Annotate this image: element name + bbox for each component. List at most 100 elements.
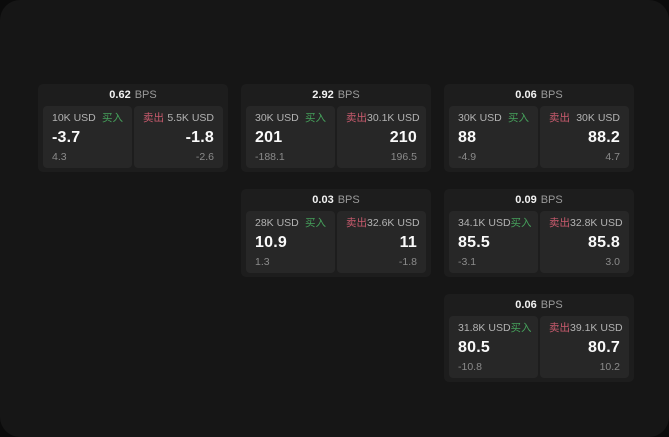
sell-amount: 30.1K USD [367,112,420,124]
buy-amount: 30K USD [458,112,502,124]
buy-side-label: 买入 [305,112,326,124]
buy-price: 80.5 [458,338,490,356]
sell-amount: 32.6K USD [367,217,420,229]
panels-row: 30K USD 买入 88 -4.9 卖出 30K USD 88.2 4.7 [444,106,634,172]
card-header: 0.62 BPS [38,84,228,106]
sell-amount: 30K USD [576,112,620,124]
card-header: 2.92 BPS [241,84,431,106]
sell-price: -1.8 [185,128,214,146]
panel-top-row: 卖出 30K USD [549,113,620,124]
sell-panel[interactable]: 卖出 5.5K USD -1.8 -2.6 [134,106,223,168]
bps-unit-label: BPS [540,298,563,311]
quote-card-grid: 0.62 BPS 10K USD 买入 -3.7 4.3 卖出 5.5K USD [38,84,634,382]
sell-panel[interactable]: 卖出 32.6K USD 11 -1.8 [337,211,426,273]
buy-price: -3.7 [52,128,81,146]
buy-side-label: 买入 [305,217,326,229]
bps-unit-label: BPS [337,88,360,101]
bps-value: 2.92 [312,88,334,101]
buy-side-label: 买入 [102,112,123,124]
quote-card: 0.09 BPS 34.1K USD 买入 85.5 -3.1 卖出 32.8K… [444,189,634,277]
sell-side-label: 卖出 [346,217,367,229]
panel-top-row: 卖出 39.1K USD [549,322,623,334]
quote-card: 0.62 BPS 10K USD 买入 -3.7 4.3 卖出 5.5K USD [38,84,228,172]
card-header: 0.06 BPS [444,84,634,106]
buy-delta: -4.9 [458,150,477,163]
panel-top-row: 卖出 32.8K USD [549,217,623,229]
buy-delta: 1.3 [255,255,270,268]
panel-top-row: 34.1K USD 买入 [458,217,532,229]
sell-panel[interactable]: 卖出 32.8K USD 85.8 3.0 [540,211,629,273]
sell-price: 88.2 [588,128,620,146]
sell-delta: 3.0 [605,255,620,268]
panel-top-row: 30K USD 买入 [255,113,326,124]
sell-delta: -1.8 [398,255,417,268]
sell-delta: 4.7 [605,150,620,163]
quote-card: 0.06 BPS 30K USD 买入 88 -4.9 卖出 30K USD [444,84,634,172]
sell-side-label: 卖出 [549,112,570,124]
buy-amount: 10K USD [52,112,96,124]
sell-price: 85.8 [588,233,620,251]
bps-unit-label: BPS [540,88,563,101]
panel-top-row: 31.8K USD 买入 [458,322,532,334]
sell-price: 210 [389,128,417,146]
bps-value: 0.09 [515,193,537,206]
panels-row: 34.1K USD 买入 85.5 -3.1 卖出 32.8K USD 85.8… [444,211,634,277]
panel-top-row: 卖出 32.6K USD [346,217,420,229]
panel-top-row: 卖出 5.5K USD [143,113,214,124]
sell-price: 80.7 [588,338,620,356]
sell-side-label: 卖出 [143,112,164,124]
buy-price: 85.5 [458,233,490,251]
buy-delta: -188.1 [255,150,285,163]
sell-price: 11 [399,233,417,251]
panel-top-row: 卖出 30.1K USD [346,112,420,124]
bps-unit-label: BPS [540,193,563,206]
bps-unit-label: BPS [337,193,360,206]
buy-panel[interactable]: 31.8K USD 买入 80.5 -10.8 [449,316,538,378]
bps-value: 0.62 [109,88,131,101]
buy-panel[interactable]: 28K USD 买入 10.9 1.3 [246,211,335,273]
buy-panel[interactable]: 30K USD 买入 201 -188.1 [246,106,335,168]
card-header: 0.03 BPS [241,189,431,211]
sell-amount: 5.5K USD [167,112,214,124]
panels-row: 28K USD 买入 10.9 1.3 卖出 32.6K USD 11 -1.8 [241,211,431,277]
buy-side-label: 买入 [508,112,529,124]
sell-delta: -2.6 [195,150,214,163]
sell-side-label: 卖出 [549,217,570,229]
buy-price: 88 [458,128,477,146]
buy-delta: 4.3 [52,150,67,163]
panel-top-row: 28K USD 买入 [255,218,326,229]
buy-panel[interactable]: 30K USD 买入 88 -4.9 [449,106,538,168]
bps-value: 0.06 [515,88,537,101]
quote-card: 0.06 BPS 31.8K USD 买入 80.5 -10.8 卖出 39.1… [444,294,634,382]
sell-panel[interactable]: 卖出 39.1K USD 80.7 10.2 [540,316,629,378]
buy-panel[interactable]: 34.1K USD 买入 85.5 -3.1 [449,211,538,273]
panel-top-row: 10K USD 买入 [52,113,123,124]
sell-side-label: 卖出 [549,322,570,334]
sell-panel[interactable]: 卖出 30.1K USD 210 196.5 [337,106,426,168]
panels-row: 30K USD 买入 201 -188.1 卖出 30.1K USD 210 1… [241,106,431,172]
quote-card: 2.92 BPS 30K USD 买入 201 -188.1 卖出 30.1K … [241,84,431,172]
panel-top-row: 30K USD 买入 [458,113,529,124]
buy-amount: 34.1K USD [458,217,511,229]
card-header: 0.06 BPS [444,294,634,316]
sell-delta: 196.5 [390,150,417,163]
sell-amount: 39.1K USD [570,322,623,334]
buy-amount: 28K USD [255,217,299,229]
buy-amount: 30K USD [255,112,299,124]
buy-delta: -3.1 [458,255,477,268]
buy-price: 201 [255,128,283,146]
bps-value: 0.03 [312,193,334,206]
buy-panel[interactable]: 10K USD 买入 -3.7 4.3 [43,106,132,168]
sell-amount: 32.8K USD [570,217,623,229]
card-header: 0.09 BPS [444,189,634,211]
bps-unit-label: BPS [134,88,157,101]
buy-price: 10.9 [255,233,287,251]
buy-delta: -10.8 [458,360,482,373]
buy-side-label: 买入 [510,322,532,334]
buy-amount: 31.8K USD [458,322,511,334]
quote-card: 0.03 BPS 28K USD 买入 10.9 1.3 卖出 32.6K US… [241,189,431,277]
sell-side-label: 卖出 [346,112,367,124]
sell-delta: 10.2 [599,360,620,373]
sell-panel[interactable]: 卖出 30K USD 88.2 4.7 [540,106,629,168]
